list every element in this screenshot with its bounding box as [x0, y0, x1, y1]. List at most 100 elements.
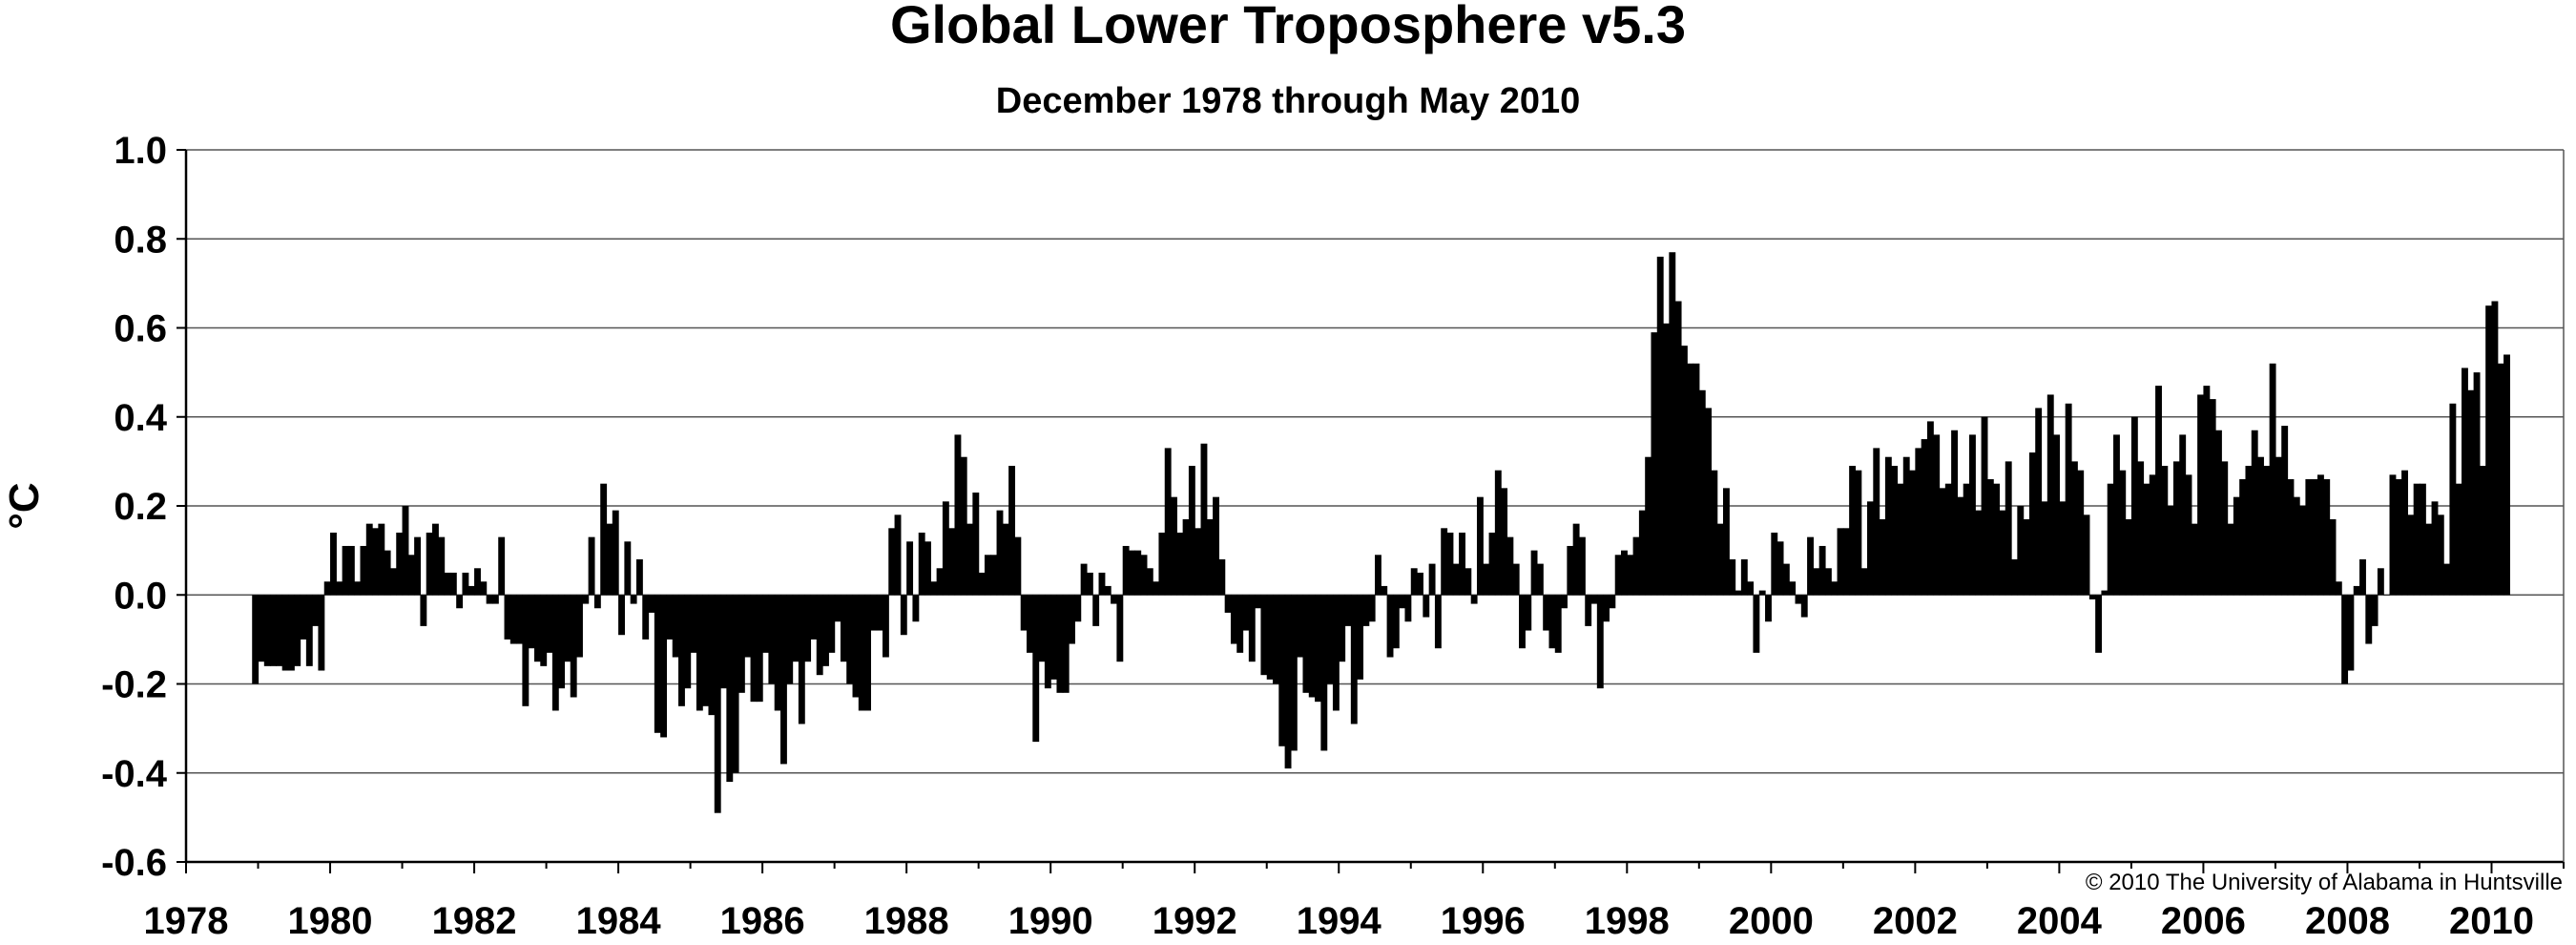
bar [726, 595, 734, 783]
x-tick-label: 1990 [1008, 900, 1093, 942]
bar [1884, 456, 1892, 596]
bar [2323, 479, 2331, 596]
bar [564, 595, 571, 662]
bar [2088, 595, 2096, 599]
bar [1585, 595, 1592, 626]
bar [2449, 403, 2457, 596]
bar [2239, 479, 2247, 596]
bar [840, 595, 847, 662]
bar [1357, 595, 1364, 680]
bar [1111, 595, 1117, 604]
bar [804, 595, 812, 662]
bar [1224, 595, 1232, 613]
bar [2083, 514, 2090, 596]
y-tick-label: 0.2 [114, 486, 167, 528]
bar [2203, 386, 2211, 596]
bar [546, 595, 553, 653]
bar [2347, 595, 2355, 671]
bar [2227, 523, 2234, 596]
bar [1027, 595, 1033, 653]
bar [1669, 252, 1676, 596]
bar [528, 595, 535, 649]
bar [2251, 430, 2258, 596]
bar [1543, 595, 1550, 631]
bar [2281, 426, 2289, 596]
bar [1975, 510, 1983, 596]
bar [798, 595, 805, 724]
bar [2311, 479, 2318, 596]
bar [1614, 555, 1622, 596]
bar [2335, 581, 2342, 596]
bar [1038, 595, 1046, 662]
bar [1062, 595, 1070, 693]
bar [491, 595, 499, 604]
bar [1915, 448, 1922, 596]
bar [360, 545, 367, 596]
y-tick-label: 1.0 [114, 130, 167, 172]
bar [1981, 416, 1988, 596]
bar [2005, 461, 2012, 596]
bar [402, 506, 409, 596]
bar [882, 595, 889, 658]
bar [2395, 479, 2402, 596]
bar [323, 581, 331, 596]
bar [2191, 523, 2198, 596]
bar [1230, 595, 1237, 644]
y-tick-label: 0.4 [114, 397, 167, 439]
bar [624, 541, 632, 596]
bar [1158, 532, 1166, 596]
bar [2467, 389, 2475, 596]
x-tick-label: 1978 [144, 900, 229, 942]
bar [1417, 572, 1423, 596]
bar [372, 528, 379, 596]
bar [600, 483, 608, 596]
bar [1476, 496, 1484, 596]
x-tick-label: 2000 [1729, 900, 1814, 942]
bar [1195, 528, 1202, 596]
bar [1795, 595, 1802, 604]
bar [420, 595, 427, 626]
bar [672, 595, 679, 658]
bar [1638, 510, 1646, 596]
bar [2287, 479, 2295, 596]
bar [930, 581, 938, 596]
bar [498, 536, 506, 596]
bar-series [252, 252, 2510, 813]
bar [2462, 368, 2468, 596]
bar [2137, 461, 2145, 596]
bar [1428, 563, 1436, 596]
bar [396, 532, 404, 596]
bar [1879, 518, 1886, 596]
bar [1008, 466, 1016, 596]
copyright-note: © 2010 The University of Alabama in Hunt… [2086, 870, 2563, 895]
bar [816, 595, 823, 676]
bar [1891, 466, 1899, 596]
bar [1501, 488, 1508, 596]
bar [1824, 568, 1832, 596]
bar [294, 595, 301, 666]
bar [2059, 501, 2067, 596]
bar [2269, 363, 2276, 596]
bar [1056, 595, 1064, 693]
bar [1020, 595, 1028, 631]
bar [1459, 532, 1465, 596]
bar [287, 595, 295, 671]
bar [1567, 545, 1574, 596]
bar [336, 581, 343, 596]
bar [1410, 568, 1418, 596]
bar [1069, 595, 1075, 644]
bar [1525, 595, 1532, 631]
bar [593, 595, 601, 609]
bar [1297, 595, 1304, 658]
bar [1488, 532, 1496, 596]
bar [1344, 595, 1352, 626]
bar [1993, 483, 2001, 596]
bar [1842, 528, 1850, 596]
bar [1128, 550, 1135, 596]
bar [438, 536, 446, 596]
bar [1711, 470, 1718, 596]
bar [2305, 479, 2313, 596]
axes [177, 149, 2565, 873]
bar [1740, 558, 1748, 596]
bar [462, 572, 469, 596]
